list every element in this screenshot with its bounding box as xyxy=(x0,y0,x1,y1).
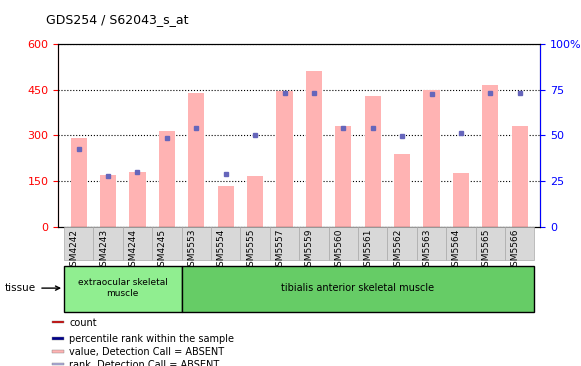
Text: percentile rank within the sample: percentile rank within the sample xyxy=(69,334,234,344)
Bar xyxy=(130,172,146,227)
Text: GSM5562: GSM5562 xyxy=(393,228,402,272)
Text: extraocular skeletal
muscle: extraocular skeletal muscle xyxy=(78,279,168,298)
FancyBboxPatch shape xyxy=(446,227,476,260)
Text: rank, Detection Call = ABSENT: rank, Detection Call = ABSENT xyxy=(69,359,220,366)
Text: GSM5565: GSM5565 xyxy=(481,228,490,272)
Text: count: count xyxy=(69,318,97,328)
Text: GSM5561: GSM5561 xyxy=(364,228,373,272)
Bar xyxy=(52,363,64,366)
Bar xyxy=(482,85,498,227)
Text: GSM5566: GSM5566 xyxy=(511,228,520,272)
FancyBboxPatch shape xyxy=(94,227,123,260)
Bar xyxy=(52,337,64,340)
Bar xyxy=(100,175,116,227)
Bar xyxy=(247,176,263,227)
FancyBboxPatch shape xyxy=(388,227,417,260)
FancyBboxPatch shape xyxy=(329,227,358,260)
Bar xyxy=(64,266,182,312)
FancyBboxPatch shape xyxy=(211,227,241,260)
FancyBboxPatch shape xyxy=(476,227,505,260)
FancyBboxPatch shape xyxy=(358,227,388,260)
Bar xyxy=(335,126,352,227)
FancyBboxPatch shape xyxy=(417,227,446,260)
Text: GSM5555: GSM5555 xyxy=(246,228,255,272)
Text: GSM5557: GSM5557 xyxy=(275,228,285,272)
Bar xyxy=(188,93,205,227)
Text: GSM5559: GSM5559 xyxy=(305,228,314,272)
Bar xyxy=(52,321,64,324)
FancyBboxPatch shape xyxy=(299,227,329,260)
Bar xyxy=(394,154,410,227)
Bar xyxy=(71,138,87,227)
FancyBboxPatch shape xyxy=(182,227,211,260)
Text: GSM4242: GSM4242 xyxy=(70,228,78,272)
Bar xyxy=(159,131,175,227)
Text: tibialis anterior skeletal muscle: tibialis anterior skeletal muscle xyxy=(281,283,435,293)
Bar xyxy=(277,90,293,227)
Text: GSM5564: GSM5564 xyxy=(452,228,461,272)
Bar xyxy=(306,71,322,227)
Bar xyxy=(365,96,381,227)
Bar xyxy=(424,90,440,227)
FancyBboxPatch shape xyxy=(505,227,535,260)
Bar xyxy=(52,350,64,353)
Bar xyxy=(512,126,528,227)
Text: GSM5563: GSM5563 xyxy=(422,228,432,272)
FancyBboxPatch shape xyxy=(152,227,182,260)
Text: GSM4243: GSM4243 xyxy=(99,228,108,272)
Text: GSM4245: GSM4245 xyxy=(158,228,167,272)
Bar xyxy=(218,186,234,227)
Text: GSM5553: GSM5553 xyxy=(187,228,196,272)
Bar xyxy=(182,266,535,312)
Text: tissue: tissue xyxy=(5,283,60,293)
Text: GDS254 / S62043_s_at: GDS254 / S62043_s_at xyxy=(46,13,189,26)
Text: value, Detection Call = ABSENT: value, Detection Call = ABSENT xyxy=(69,347,224,357)
Text: GSM4244: GSM4244 xyxy=(128,228,138,272)
Bar xyxy=(453,173,469,227)
FancyBboxPatch shape xyxy=(64,227,94,260)
FancyBboxPatch shape xyxy=(123,227,152,260)
Text: GSM5554: GSM5554 xyxy=(217,228,225,272)
FancyBboxPatch shape xyxy=(270,227,299,260)
FancyBboxPatch shape xyxy=(241,227,270,260)
Text: GSM5560: GSM5560 xyxy=(334,228,343,272)
